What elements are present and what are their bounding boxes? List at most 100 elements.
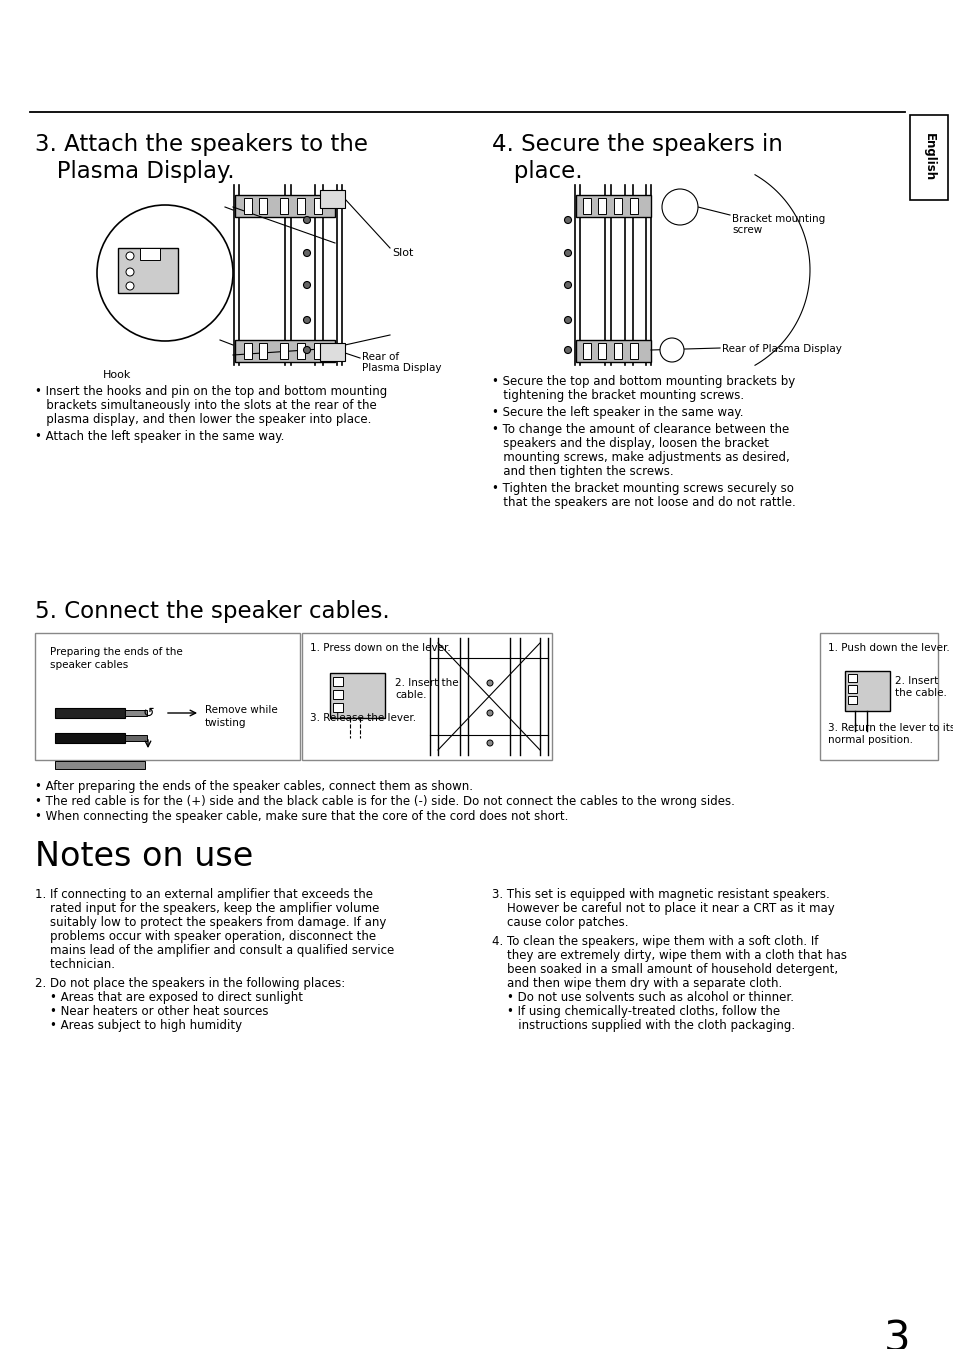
Text: • If using chemically-treated cloths, follow the: • If using chemically-treated cloths, fo… — [492, 1005, 780, 1018]
Text: • Near heaters or other heat sources: • Near heaters or other heat sources — [35, 1005, 268, 1018]
Text: speaker cables: speaker cables — [50, 660, 128, 670]
Bar — [125, 735, 147, 741]
Bar — [302, 633, 552, 759]
Text: cause color patches.: cause color patches. — [492, 916, 628, 929]
Text: • After preparing the ends of the speaker cables, connect them as shown.: • After preparing the ends of the speake… — [35, 780, 473, 793]
Text: and then tighten the screws.: and then tighten the screws. — [492, 465, 673, 478]
Text: 3. Release the lever.: 3. Release the lever. — [310, 714, 416, 723]
Circle shape — [303, 250, 310, 256]
Circle shape — [564, 250, 571, 256]
Text: 1. Press down on the lever.: 1. Press down on the lever. — [310, 643, 450, 653]
Bar — [582, 198, 590, 214]
Bar — [909, 115, 947, 200]
Text: English: English — [922, 134, 935, 181]
Text: that the speakers are not loose and do not rattle.: that the speakers are not loose and do n… — [492, 496, 795, 509]
Text: and then wipe them dry with a separate cloth.: and then wipe them dry with a separate c… — [492, 977, 781, 990]
Bar — [629, 343, 638, 359]
Text: • Tighten the bracket mounting screws securely so: • Tighten the bracket mounting screws se… — [492, 482, 793, 495]
Bar — [820, 633, 937, 759]
Text: • To change the amount of clearance between the: • To change the amount of clearance betw… — [492, 424, 788, 436]
Text: problems occur with speaker operation, disconnect the: problems occur with speaker operation, d… — [35, 929, 375, 943]
Text: 4. Secure the speakers in: 4. Secure the speakers in — [492, 134, 782, 156]
Circle shape — [564, 216, 571, 224]
Bar — [598, 198, 605, 214]
Text: 3: 3 — [882, 1318, 909, 1349]
Text: Plasma Display.: Plasma Display. — [35, 161, 234, 183]
Text: instructions supplied with the cloth packaging.: instructions supplied with the cloth pac… — [492, 1018, 794, 1032]
Text: screw: screw — [731, 225, 761, 235]
Bar — [55, 708, 125, 718]
Text: • Areas that are exposed to direct sunlight: • Areas that are exposed to direct sunli… — [35, 992, 303, 1004]
Text: Hook: Hook — [103, 370, 132, 380]
Text: 1. Push down the lever.: 1. Push down the lever. — [827, 643, 949, 653]
Bar — [614, 343, 621, 359]
Bar — [333, 703, 343, 712]
Circle shape — [97, 205, 233, 341]
Text: place.: place. — [492, 161, 582, 183]
Bar — [296, 343, 305, 359]
Bar — [614, 198, 621, 214]
Text: technician.: technician. — [35, 958, 115, 971]
Text: mounting screws, make adjustments as desired,: mounting screws, make adjustments as des… — [492, 451, 789, 464]
Circle shape — [126, 252, 133, 260]
Text: ↺: ↺ — [142, 706, 153, 720]
Text: 4. To clean the speakers, wipe them with a soft cloth. If: 4. To clean the speakers, wipe them with… — [492, 935, 818, 948]
Circle shape — [659, 339, 683, 362]
Text: 5. Connect the speaker cables.: 5. Connect the speaker cables. — [35, 600, 390, 623]
Bar — [125, 710, 147, 716]
Text: Rear of: Rear of — [361, 352, 398, 362]
Text: tightening the bracket mounting screws.: tightening the bracket mounting screws. — [492, 389, 743, 402]
Text: • The red cable is for the (+) side and the black cable is for the (-) side. Do : • The red cable is for the (+) side and … — [35, 795, 734, 808]
Text: speakers and the display, loosen the bracket: speakers and the display, loosen the bra… — [492, 437, 768, 451]
Circle shape — [661, 189, 698, 225]
Bar — [280, 343, 288, 359]
Bar — [55, 733, 125, 743]
Bar — [55, 761, 145, 769]
Circle shape — [564, 317, 571, 324]
Bar — [582, 343, 590, 359]
Bar — [576, 196, 650, 217]
Circle shape — [303, 317, 310, 324]
Bar — [244, 343, 252, 359]
Bar — [576, 340, 650, 362]
Text: the cable.: the cable. — [894, 688, 946, 697]
Circle shape — [303, 282, 310, 289]
Bar — [844, 670, 889, 711]
Circle shape — [486, 741, 493, 746]
Bar — [140, 248, 160, 260]
Bar — [319, 343, 345, 362]
Text: • Do not use solvents such as alcohol or thinner.: • Do not use solvents such as alcohol or… — [492, 992, 793, 1004]
Circle shape — [303, 347, 310, 353]
Text: 3. This set is equipped with magnetic resistant speakers.: 3. This set is equipped with magnetic re… — [492, 888, 829, 901]
Text: brackets simultaneously into the slots at the rear of the: brackets simultaneously into the slots a… — [35, 399, 376, 411]
Bar — [118, 248, 178, 293]
Text: • Secure the left speaker in the same way.: • Secure the left speaker in the same wa… — [492, 406, 742, 420]
Bar — [234, 340, 335, 362]
Text: normal position.: normal position. — [827, 735, 912, 745]
Bar — [280, 198, 288, 214]
Text: Remove while: Remove while — [205, 706, 277, 715]
Bar — [234, 196, 335, 217]
Text: 1. If connecting to an external amplifier that exceeds the: 1. If connecting to an external amplifie… — [35, 888, 373, 901]
Bar — [258, 198, 267, 214]
Text: • Areas subject to high humidity: • Areas subject to high humidity — [35, 1018, 242, 1032]
Circle shape — [564, 282, 571, 289]
Text: Plasma Display: Plasma Display — [361, 363, 441, 374]
Circle shape — [486, 710, 493, 716]
Text: Preparing the ends of the: Preparing the ends of the — [50, 648, 183, 657]
Text: they are extremely dirty, wipe them with a cloth that has: they are extremely dirty, wipe them with… — [492, 948, 846, 962]
Text: rated input for the speakers, keep the amplifier volume: rated input for the speakers, keep the a… — [35, 902, 379, 915]
Text: suitably low to protect the speakers from damage. If any: suitably low to protect the speakers fro… — [35, 916, 386, 929]
Text: Notes on use: Notes on use — [35, 840, 253, 873]
Bar — [629, 198, 638, 214]
Bar — [598, 343, 605, 359]
Text: 3. Attach the speakers to the: 3. Attach the speakers to the — [35, 134, 368, 156]
Bar — [847, 674, 856, 683]
Text: 2. Insert the: 2. Insert the — [395, 679, 458, 688]
Bar — [319, 190, 345, 208]
Bar — [333, 689, 343, 699]
Text: Bracket mounting: Bracket mounting — [731, 214, 824, 224]
Text: mains lead of the amplifier and consult a qualified service: mains lead of the amplifier and consult … — [35, 944, 394, 956]
Bar — [314, 343, 322, 359]
Text: plasma display, and then lower the speaker into place.: plasma display, and then lower the speak… — [35, 413, 371, 426]
